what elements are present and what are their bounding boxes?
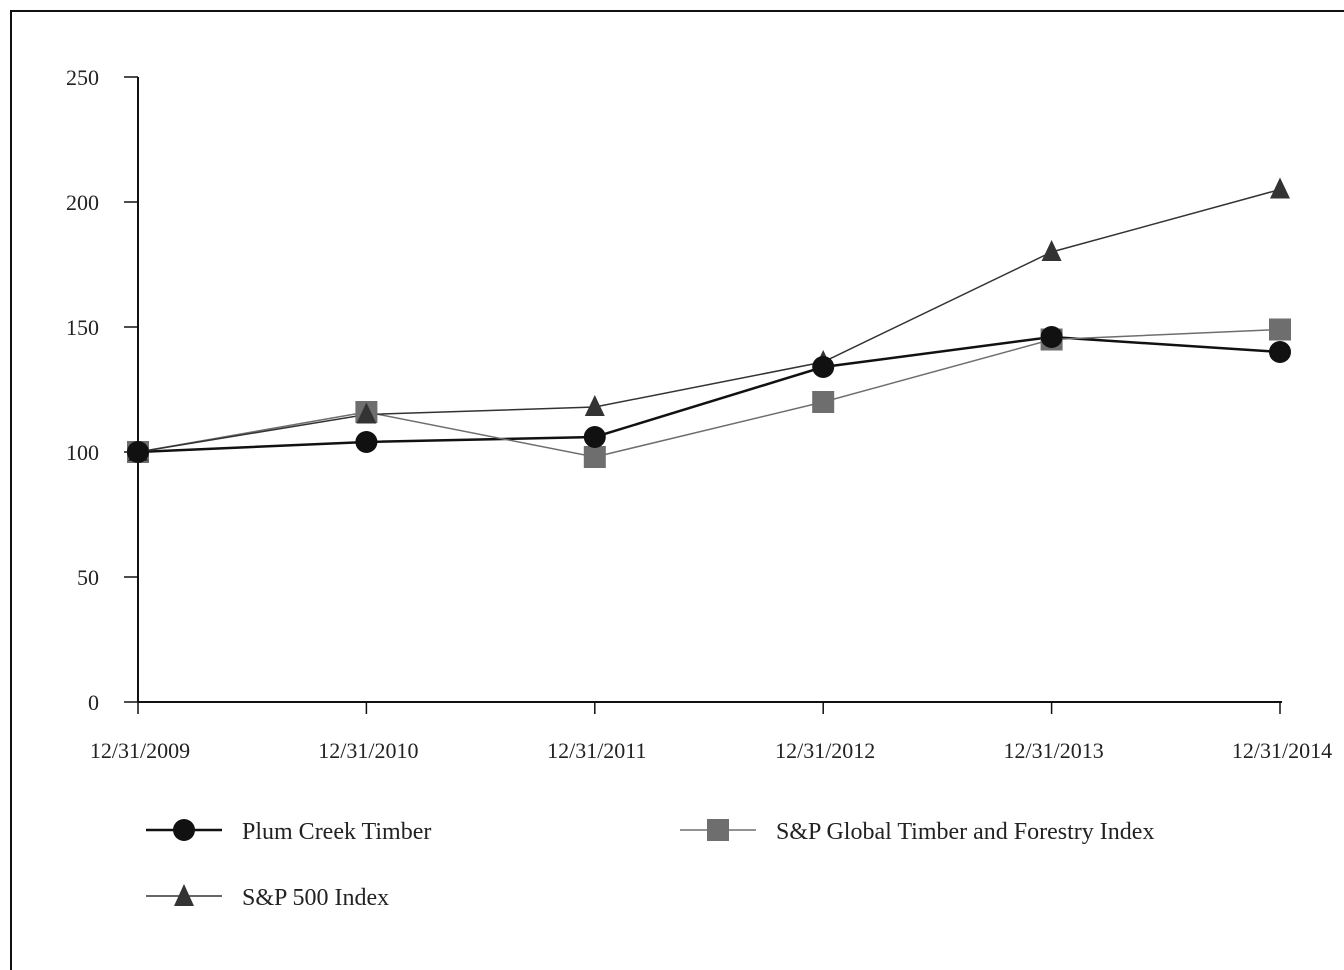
legend-label-sp-500: S&P 500 Index — [242, 885, 389, 911]
axes: 0 50 100 150 200 250 12/31/2009 12/31/2010 12/31… — [66, 65, 1332, 763]
y-tick-label: 0 — [88, 690, 99, 715]
series-line-circle — [137, 335, 1281, 454]
y-tick-label: 250 — [66, 65, 99, 90]
point-square — [1269, 318, 1291, 341]
x-tick-label: 12/31/2010 — [318, 738, 418, 763]
x-tick-label: 12/31/2011 — [547, 738, 646, 763]
point-triangle — [1270, 177, 1290, 199]
y-tick-label: 100 — [66, 440, 99, 465]
point-triangle — [356, 402, 377, 424]
y-tick-label: 200 — [66, 190, 99, 215]
point-circle — [583, 426, 606, 448]
point-circle — [1269, 341, 1291, 363]
point-circle — [127, 441, 149, 463]
point-square — [812, 391, 835, 413]
series-line-triangle — [137, 188, 1281, 453]
legend-marker-square-icon — [707, 819, 729, 841]
chart-frame — [10, 10, 1344, 970]
series-layer — [127, 177, 1291, 468]
series-line-square — [137, 328, 1281, 458]
legend: Plum Creek Timber S&P Global Timber and … — [146, 819, 1154, 911]
point-square — [583, 446, 606, 468]
legend-marker-triangle-icon — [174, 884, 194, 906]
legend-item-sp-global-timber: S&P Global Timber and Forestry Index — [680, 819, 1154, 845]
x-tick-label: 12/31/2009 — [90, 738, 190, 763]
legend-item-plum-creek: Plum Creek Timber — [146, 819, 431, 845]
point-circle — [1040, 326, 1063, 348]
point-circle — [355, 431, 378, 453]
point-circle — [812, 356, 835, 378]
legend-label-sp-global-timber: S&P Global Timber and Forestry Index — [776, 819, 1154, 845]
legend-label-plum-creek: Plum Creek Timber — [242, 819, 431, 845]
y-tick-label: 150 — [66, 315, 99, 340]
legend-item-sp-500: S&P 500 Index — [146, 884, 389, 911]
y-tick-label: 50 — [77, 565, 99, 590]
x-tick-label: 12/31/2012 — [775, 738, 875, 763]
point-triangle — [584, 395, 605, 416]
point-triangle — [1041, 240, 1062, 261]
legend-marker-circle-icon — [173, 819, 195, 841]
x-tick-label: 12/31/2013 — [1003, 738, 1103, 763]
x-tick-label: 12/31/2014 — [1232, 738, 1332, 763]
